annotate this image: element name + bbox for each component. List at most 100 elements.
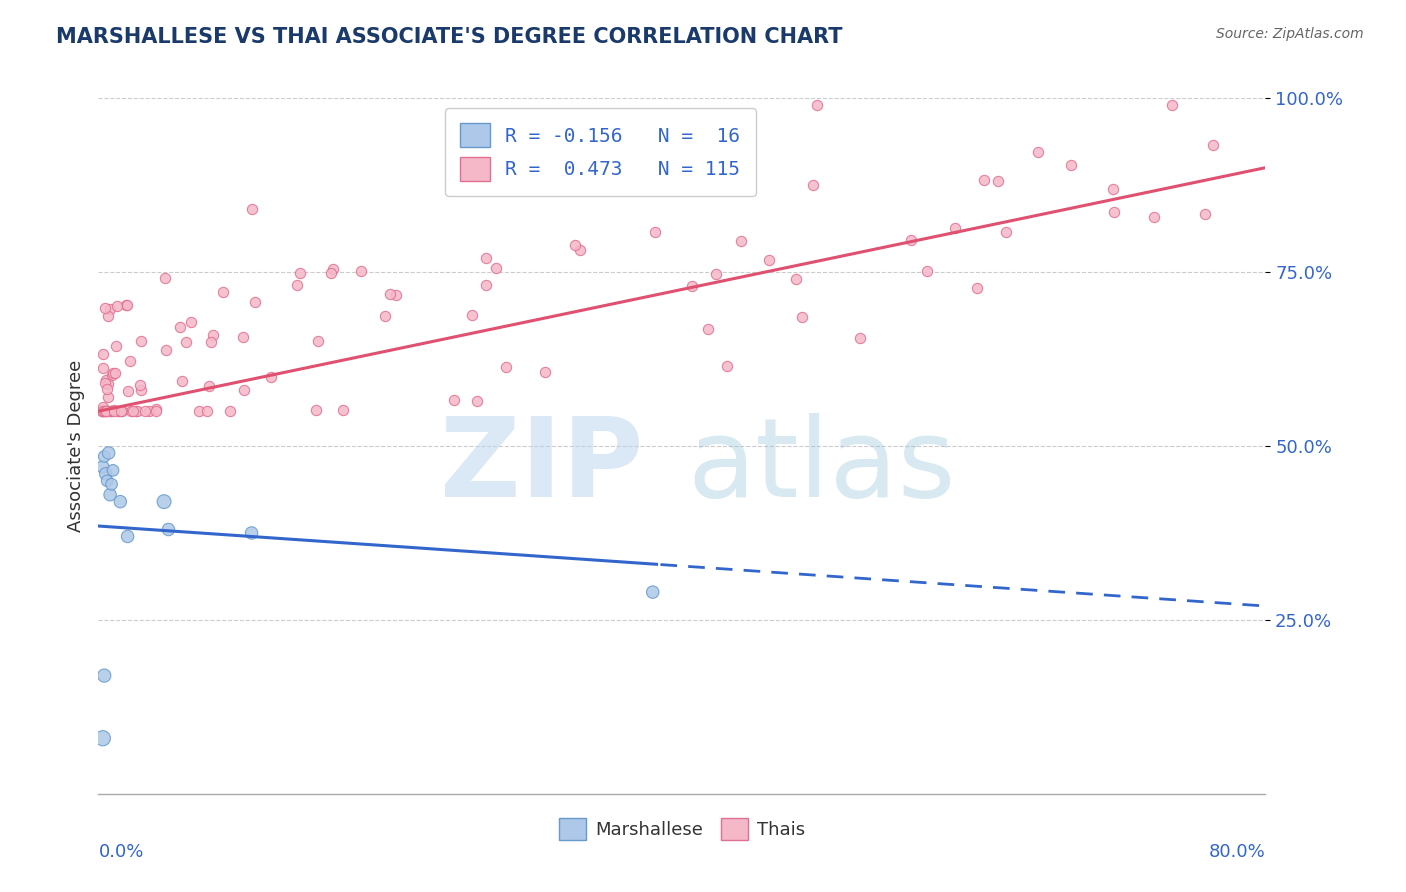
Point [155, 343, 177, 357]
Point [145, 402, 167, 417]
Point [90, 404, 112, 418]
Point [98, 488, 121, 502]
Point [1201, 138, 1223, 153]
Point [153, 270, 176, 285]
Point [1060, 158, 1083, 172]
Point [96, 382, 118, 396]
Point [98, 404, 121, 418]
Point [1102, 205, 1125, 219]
Point [170, 374, 193, 388]
Point [697, 322, 720, 336]
Point [153, 494, 176, 508]
Point [129, 383, 152, 397]
Point [110, 494, 132, 508]
Point [91, 459, 114, 474]
Point [117, 529, 139, 543]
Point [120, 404, 142, 418]
Point [1028, 145, 1050, 160]
Point [790, 310, 813, 325]
Legend: Marshallese, Thais: Marshallese, Thais [551, 811, 813, 847]
Point [322, 262, 344, 277]
Point [730, 234, 752, 248]
Point [1102, 182, 1125, 196]
Point [305, 403, 328, 417]
Point [995, 225, 1018, 239]
Point [240, 525, 263, 540]
Point [100, 477, 122, 491]
Point [96, 404, 118, 418]
Point [848, 331, 870, 345]
Point [332, 403, 354, 417]
Point [915, 264, 938, 278]
Point [93, 400, 115, 414]
Point [94, 373, 117, 387]
Point [91, 347, 114, 361]
Point [1160, 98, 1182, 112]
Point [243, 295, 266, 310]
Point [93, 404, 115, 418]
Point [117, 297, 139, 311]
Point [91, 404, 114, 418]
Point [93, 361, 115, 376]
Text: MARSHALLESE VS THAI ASSOCIATE'S DEGREE CORRELATION CHART: MARSHALLESE VS THAI ASSOCIATE'S DEGREE C… [56, 27, 842, 46]
Text: ZIP: ZIP [440, 413, 644, 520]
Point [384, 287, 406, 301]
Point [966, 280, 988, 294]
Point [201, 327, 224, 342]
Point [122, 404, 145, 418]
Text: Source: ZipAtlas.com: Source: ZipAtlas.com [1216, 27, 1364, 41]
Point [987, 174, 1010, 188]
Point [93, 668, 115, 682]
Point [461, 308, 484, 322]
Point [107, 404, 129, 418]
Point [900, 233, 922, 247]
Point [97, 309, 120, 323]
Point [641, 585, 664, 599]
Point [103, 403, 125, 417]
Point [94, 404, 117, 418]
Point [211, 285, 233, 300]
Point [94, 376, 117, 390]
Point [232, 330, 254, 344]
Point [564, 238, 586, 252]
Point [475, 251, 498, 265]
Point [307, 334, 329, 348]
Point [179, 315, 201, 329]
Point [198, 379, 221, 393]
Point [218, 404, 240, 418]
Point [125, 404, 148, 418]
Point [568, 244, 591, 258]
Point [98, 302, 121, 317]
Point [101, 368, 124, 382]
Point [96, 404, 118, 418]
Point [174, 334, 197, 349]
Point [145, 404, 167, 418]
Point [259, 370, 281, 384]
Point [125, 404, 148, 418]
Point [495, 359, 517, 374]
Point [128, 377, 150, 392]
Point [108, 404, 131, 418]
Point [101, 366, 124, 380]
Point [97, 390, 120, 404]
Y-axis label: Associate's Degree: Associate's Degree [66, 359, 84, 533]
Point [97, 446, 120, 460]
Point [197, 404, 219, 418]
Point [110, 404, 132, 418]
Text: atlas: atlas [688, 413, 956, 520]
Text: 0.0%: 0.0% [98, 843, 143, 861]
Point [803, 178, 825, 193]
Point [96, 474, 118, 488]
Point [443, 393, 465, 408]
Point [120, 354, 142, 368]
Point [806, 98, 828, 112]
Point [374, 309, 396, 323]
Point [200, 335, 222, 350]
Point [240, 202, 263, 216]
Point [91, 404, 114, 418]
Point [758, 253, 780, 268]
Point [93, 301, 115, 315]
Point [288, 267, 311, 281]
Point [134, 403, 156, 417]
Point [943, 221, 966, 235]
